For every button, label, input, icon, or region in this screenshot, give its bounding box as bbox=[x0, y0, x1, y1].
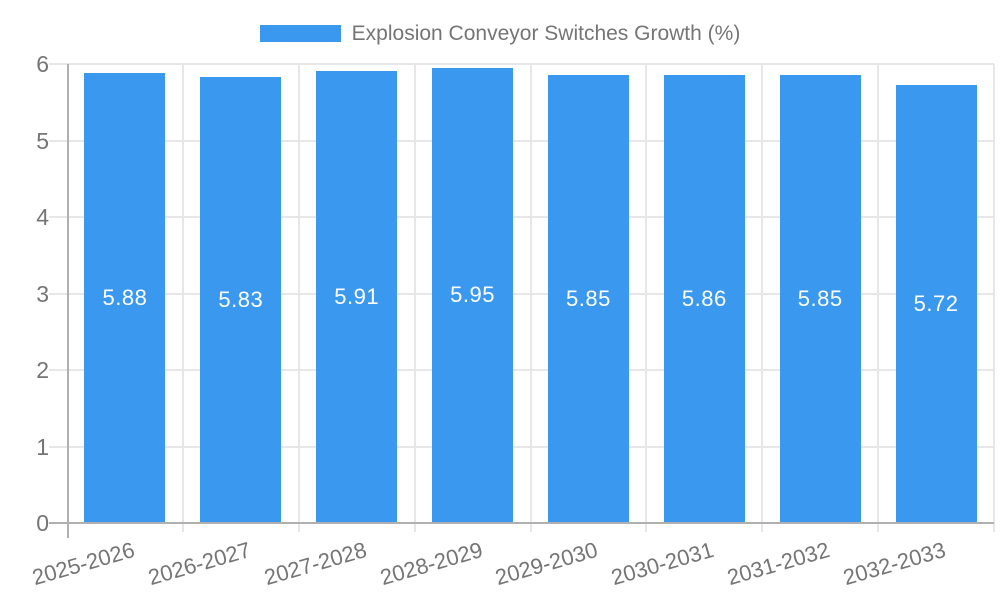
y-tick-label: 1 bbox=[36, 433, 49, 460]
gridline-horizontal bbox=[49, 63, 994, 65]
gridline-vertical bbox=[529, 64, 532, 532]
gridline-vertical bbox=[993, 64, 995, 532]
y-tick-label: 5 bbox=[36, 127, 49, 154]
bar[interactable]: 5.86 bbox=[663, 74, 745, 523]
gridline-vertical bbox=[761, 64, 764, 532]
gridline-vertical bbox=[181, 64, 184, 532]
bar-value-label: 5.72 bbox=[913, 291, 959, 317]
bar[interactable]: 5.72 bbox=[895, 85, 977, 523]
bar-value-label: 5.85 bbox=[566, 286, 611, 312]
x-tick-label: 2025-2026 bbox=[29, 537, 138, 591]
y-tick-label: 3 bbox=[36, 280, 49, 307]
gridline-horizontal bbox=[49, 216, 994, 218]
plot-area: 5.88 5.83 5.91 5.95 5.85 5.86 5.85 5.72 bbox=[49, 63, 995, 538]
bar-value-label: 5.88 bbox=[102, 285, 148, 311]
gridline-horizontal bbox=[49, 445, 994, 448]
legend-label: Explosion Conveyor Switches Growth (%) bbox=[351, 22, 741, 45]
bar[interactable]: 5.88 bbox=[84, 73, 166, 523]
bar[interactable]: 5.91 bbox=[316, 70, 398, 523]
bar-value-label: 5.91 bbox=[334, 283, 380, 309]
bar-value-label: 5.86 bbox=[681, 285, 727, 311]
gridline-vertical bbox=[877, 64, 880, 532]
x-axis-baseline bbox=[49, 522, 994, 524]
x-tick-label: 2027-2028 bbox=[260, 537, 370, 591]
x-tick-label: 2032-2033 bbox=[840, 537, 949, 591]
x-tick-label: 2026-2027 bbox=[145, 537, 254, 591]
y-tick-label: 2 bbox=[36, 357, 49, 383]
gridline-vertical bbox=[413, 64, 416, 532]
x-tick-label: 2028-2029 bbox=[376, 537, 485, 591]
x-tick-label: 2031-2032 bbox=[724, 537, 833, 591]
legend[interactable]: Explosion Conveyor Switches Growth (%) bbox=[0, 23, 1000, 44]
bar[interactable]: 5.83 bbox=[200, 77, 282, 523]
x-tick-label: 2030-2031 bbox=[608, 537, 717, 591]
y-tick-label: 4 bbox=[36, 204, 49, 230]
gridline-vertical bbox=[645, 64, 648, 532]
gridline-horizontal bbox=[49, 292, 994, 295]
bar[interactable]: 5.85 bbox=[779, 75, 861, 523]
gridline-vertical bbox=[297, 64, 300, 532]
y-tick-label: 0 bbox=[36, 510, 49, 536]
y-axis-line bbox=[67, 64, 69, 538]
legend-swatch bbox=[259, 25, 341, 42]
bar[interactable]: 5.95 bbox=[432, 67, 514, 523]
gridline-horizontal bbox=[49, 369, 994, 371]
bar[interactable]: 5.85 bbox=[547, 75, 629, 523]
bar-value-label: 5.83 bbox=[218, 287, 264, 312]
x-tick-label: 2029-2030 bbox=[492, 537, 601, 591]
y-tick-label: 6 bbox=[36, 51, 49, 77]
bar-value-label: 5.85 bbox=[797, 286, 843, 312]
gridline-horizontal bbox=[49, 139, 994, 142]
bar-value-label: 5.95 bbox=[450, 282, 495, 308]
